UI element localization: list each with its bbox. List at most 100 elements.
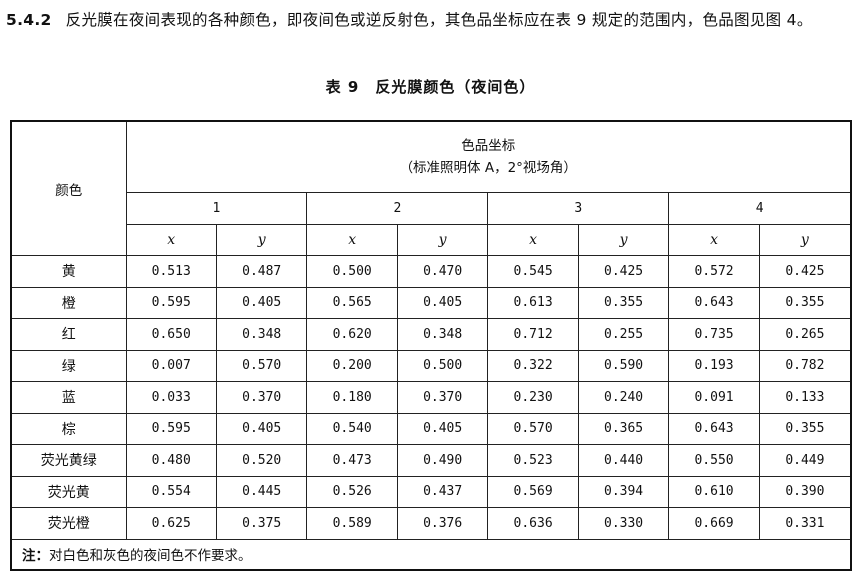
- x-value-cell: 0.610: [668, 475, 760, 508]
- x-value-cell: 0.643: [668, 286, 760, 319]
- y-value-cell: 0.470: [396, 255, 489, 288]
- y-header: y: [758, 223, 852, 256]
- y-value-cell: 0.782: [758, 349, 852, 382]
- color-name-cell: 荧光黄绿: [10, 444, 127, 477]
- color-name-cell: 绿: [10, 349, 127, 382]
- color-name-cell: 红: [10, 318, 127, 351]
- y-header: y: [577, 223, 670, 256]
- y-value-cell: 0.370: [396, 381, 489, 414]
- point-header: 3: [487, 192, 670, 225]
- y-value-cell: 0.405: [396, 412, 489, 445]
- note-label: 注：: [22, 548, 49, 564]
- x-header: x: [125, 223, 217, 256]
- paragraph-5-4-2: 5.4.2 反光膜在夜间表现的各种颜色，即夜间色或逆反射色，其色品坐标应在表 9 …: [6, 6, 856, 34]
- x-value-cell: 0.322: [487, 349, 579, 382]
- y-value-cell: 0.405: [396, 286, 489, 319]
- y-value-cell: 0.376: [396, 507, 489, 540]
- x-value-cell: 0.540: [306, 412, 398, 445]
- y-value-cell: 0.240: [577, 381, 670, 414]
- x-value-cell: 0.200: [306, 349, 398, 382]
- table-row: 红 0.650 0.348 0.620 0.348 0.712 0.255 0.735 0.26…: [10, 318, 852, 351]
- x-value-cell: 0.595: [125, 412, 217, 445]
- color-name-cell: 黄: [10, 255, 127, 288]
- x-value-cell: 0.572: [668, 255, 760, 288]
- table-row: 绿 0.007 0.570 0.200 0.500 0.322 0.590 0.193 0.78…: [10, 349, 852, 382]
- y-value-cell: 0.348: [396, 318, 489, 351]
- x-header: x: [487, 223, 579, 256]
- y-value-cell: 0.390: [758, 475, 852, 508]
- x-value-cell: 0.669: [668, 507, 760, 540]
- y-value-cell: 0.570: [215, 349, 308, 382]
- y-value-cell: 0.440: [577, 444, 670, 477]
- y-value-cell: 0.425: [758, 255, 852, 288]
- x-value-cell: 0.650: [125, 318, 217, 351]
- y-value-cell: 0.520: [215, 444, 308, 477]
- x-value-cell: 0.550: [668, 444, 760, 477]
- y-header: y: [396, 223, 489, 256]
- coord-header-title: 色品坐标: [461, 138, 516, 154]
- x-value-cell: 0.230: [487, 381, 579, 414]
- y-value-cell: 0.331: [758, 507, 852, 540]
- x-header: x: [306, 223, 398, 256]
- x-value-cell: 0.523: [487, 444, 579, 477]
- y-value-cell: 0.348: [215, 318, 308, 351]
- point-header: 4: [668, 192, 852, 225]
- xy-header-row: x y x y x y x y: [11, 223, 852, 256]
- y-value-cell: 0.425: [577, 255, 670, 288]
- coord-header-subtitle: （标准照明体 A，2°视场角）: [399, 160, 577, 176]
- table-note: 注：对白色和灰色的夜间色不作要求。: [10, 538, 852, 570]
- y-value-cell: 0.590: [577, 349, 670, 382]
- color-name-cell: 荧光橙: [10, 507, 127, 540]
- point-header: 2: [306, 192, 489, 225]
- y-value-cell: 0.355: [577, 286, 670, 319]
- x-value-cell: 0.625: [125, 507, 217, 540]
- point-header: 1: [125, 192, 308, 225]
- x-value-cell: 0.595: [125, 286, 217, 319]
- x-value-cell: 0.636: [487, 507, 579, 540]
- night-color-table: 颜色 色品坐标 （标准照明体 A，2°视场角） 1 2 3 4 x y x y …: [10, 120, 852, 571]
- y-value-cell: 0.365: [577, 412, 670, 445]
- x-value-cell: 0.620: [306, 318, 398, 351]
- x-value-cell: 0.570: [487, 412, 579, 445]
- x-value-cell: 0.545: [487, 255, 579, 288]
- table-row: 荧光黄 0.554 0.445 0.526 0.437 0.569 0.394 0.610 0.…: [10, 475, 852, 508]
- x-value-cell: 0.565: [306, 286, 398, 319]
- x-value-cell: 0.091: [668, 381, 760, 414]
- x-value-cell: 0.712: [487, 318, 579, 351]
- color-name-cell: 荧光黄: [10, 475, 127, 508]
- x-value-cell: 0.613: [487, 286, 579, 319]
- x-value-cell: 0.473: [306, 444, 398, 477]
- point-header-row: 1 2 3 4: [11, 192, 852, 225]
- x-value-cell: 0.554: [125, 475, 217, 508]
- table-row: 荧光黄绿 0.480 0.520 0.473 0.490 0.523 0.440 0.550 0…: [10, 444, 852, 477]
- x-header: x: [668, 223, 760, 256]
- color-name-cell: 蓝: [10, 381, 127, 414]
- y-value-cell: 0.487: [215, 255, 308, 288]
- x-value-cell: 0.033: [125, 381, 217, 414]
- x-value-cell: 0.500: [306, 255, 398, 288]
- y-value-cell: 0.490: [396, 444, 489, 477]
- color-header: 颜色: [10, 120, 127, 256]
- table-row: 蓝 0.033 0.370 0.180 0.370 0.230 0.240 0.091 0.13…: [10, 381, 852, 414]
- y-value-cell: 0.405: [215, 412, 308, 445]
- table-row: 棕 0.595 0.405 0.540 0.405 0.570 0.365 0.643 0.35…: [10, 412, 852, 445]
- x-value-cell: 0.643: [668, 412, 760, 445]
- x-value-cell: 0.007: [125, 349, 217, 382]
- y-value-cell: 0.355: [758, 286, 852, 319]
- y-value-cell: 0.133: [758, 381, 852, 414]
- y-value-cell: 0.370: [215, 381, 308, 414]
- color-name-cell: 橙: [10, 286, 127, 319]
- y-header: y: [215, 223, 308, 256]
- y-value-cell: 0.500: [396, 349, 489, 382]
- note-text: 对白色和灰色的夜间色不作要求。: [49, 548, 252, 564]
- color-name-cell: 棕: [10, 412, 127, 445]
- x-value-cell: 0.526: [306, 475, 398, 508]
- table-row: 荧光橙 0.625 0.375 0.589 0.376 0.636 0.330 0.669 0.…: [10, 507, 852, 540]
- x-value-cell: 0.193: [668, 349, 760, 382]
- x-value-cell: 0.480: [125, 444, 217, 477]
- x-value-cell: 0.513: [125, 255, 217, 288]
- y-value-cell: 0.437: [396, 475, 489, 508]
- table-title: 表 9 反光膜颜色（夜间色）: [325, 78, 536, 96]
- paragraph-text: 反光膜在夜间表现的各种颜色，即夜间色或逆反射色，其色品坐标应在表 9 规定的范围…: [65, 11, 813, 29]
- x-value-cell: 0.589: [306, 507, 398, 540]
